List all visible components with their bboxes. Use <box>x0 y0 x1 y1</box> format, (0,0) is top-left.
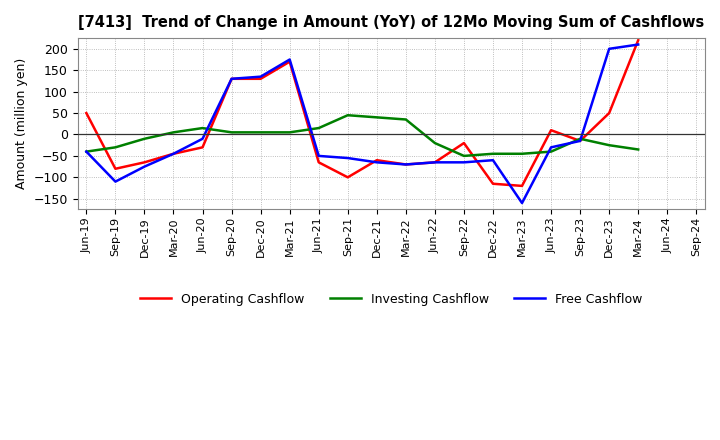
Investing Cashflow <box>82 149 91 154</box>
Investing Cashflow <box>343 113 352 118</box>
Free Cashflow <box>140 164 149 169</box>
Line: Operating Cashflow: Operating Cashflow <box>86 40 638 186</box>
Free Cashflow <box>634 42 642 47</box>
Operating Cashflow <box>169 151 178 156</box>
Free Cashflow <box>459 160 468 165</box>
Free Cashflow <box>169 151 178 156</box>
Investing Cashflow <box>634 147 642 152</box>
Investing Cashflow <box>111 145 120 150</box>
Operating Cashflow <box>489 181 498 187</box>
Free Cashflow <box>228 76 236 81</box>
Free Cashflow <box>431 160 439 165</box>
Free Cashflow <box>315 153 323 158</box>
Free Cashflow <box>256 74 265 79</box>
Investing Cashflow <box>372 115 381 120</box>
Investing Cashflow <box>140 136 149 141</box>
Operating Cashflow <box>634 37 642 43</box>
Operating Cashflow <box>518 183 526 188</box>
Investing Cashflow <box>198 125 207 131</box>
Free Cashflow <box>546 145 555 150</box>
Free Cashflow <box>402 162 410 167</box>
Operating Cashflow <box>546 128 555 133</box>
Investing Cashflow <box>431 140 439 146</box>
Free Cashflow <box>518 200 526 205</box>
Free Cashflow <box>343 155 352 161</box>
Investing Cashflow <box>315 125 323 131</box>
Operating Cashflow <box>459 140 468 146</box>
Operating Cashflow <box>576 138 585 143</box>
Investing Cashflow <box>459 153 468 158</box>
Operating Cashflow <box>605 110 613 116</box>
Free Cashflow <box>285 57 294 62</box>
Operating Cashflow <box>285 59 294 64</box>
Free Cashflow <box>82 149 91 154</box>
Investing Cashflow <box>576 136 585 141</box>
Title: [7413]  Trend of Change in Amount (YoY) of 12Mo Moving Sum of Cashflows: [7413] Trend of Change in Amount (YoY) o… <box>78 15 704 30</box>
Operating Cashflow <box>256 76 265 81</box>
Free Cashflow <box>605 46 613 51</box>
Operating Cashflow <box>402 162 410 167</box>
Investing Cashflow <box>546 149 555 154</box>
Investing Cashflow <box>285 130 294 135</box>
Legend: Operating Cashflow, Investing Cashflow, Free Cashflow: Operating Cashflow, Investing Cashflow, … <box>135 288 647 311</box>
Operating Cashflow <box>228 76 236 81</box>
Operating Cashflow <box>315 160 323 165</box>
Investing Cashflow <box>169 130 178 135</box>
Investing Cashflow <box>518 151 526 156</box>
Operating Cashflow <box>372 158 381 163</box>
Operating Cashflow <box>198 145 207 150</box>
Investing Cashflow <box>402 117 410 122</box>
Investing Cashflow <box>228 130 236 135</box>
Free Cashflow <box>576 138 585 143</box>
Free Cashflow <box>111 179 120 184</box>
Operating Cashflow <box>343 175 352 180</box>
Operating Cashflow <box>140 160 149 165</box>
Free Cashflow <box>198 136 207 141</box>
Line: Free Cashflow: Free Cashflow <box>86 44 638 203</box>
Free Cashflow <box>489 158 498 163</box>
Investing Cashflow <box>489 151 498 156</box>
Operating Cashflow <box>82 110 91 116</box>
Free Cashflow <box>372 160 381 165</box>
Operating Cashflow <box>431 160 439 165</box>
Investing Cashflow <box>605 143 613 148</box>
Y-axis label: Amount (million yen): Amount (million yen) <box>15 58 28 189</box>
Line: Investing Cashflow: Investing Cashflow <box>86 115 638 156</box>
Operating Cashflow <box>111 166 120 172</box>
Investing Cashflow <box>256 130 265 135</box>
